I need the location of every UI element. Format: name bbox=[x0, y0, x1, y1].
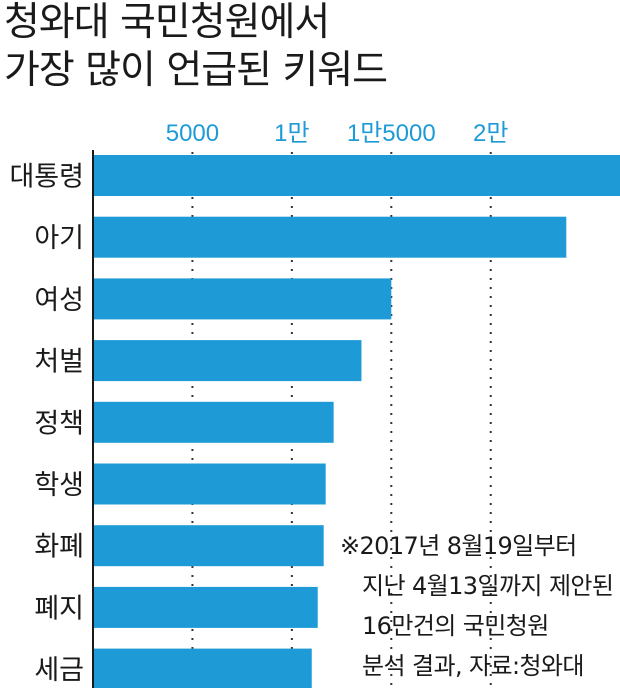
category-label: 정책 bbox=[34, 408, 84, 439]
source-note: ※2017년 8월19일부터 지난 4월13일까지 제안된 16만건의 국민청원… bbox=[340, 526, 614, 686]
source-note-line-2: 지난 4월13일까지 제안된 bbox=[362, 572, 614, 600]
category-label: 여성 bbox=[34, 285, 84, 316]
bar bbox=[93, 216, 567, 258]
source-note-line-1: ※2017년 8월19일부터 bbox=[340, 532, 577, 560]
category-label: 학생 bbox=[34, 470, 84, 501]
bar bbox=[93, 525, 324, 567]
category-label: 화폐 bbox=[34, 532, 84, 563]
bar bbox=[93, 586, 318, 628]
source-note-line-4: 분석 결과, 자료:청와대 bbox=[362, 652, 585, 680]
bar bbox=[93, 340, 362, 382]
bar bbox=[93, 463, 326, 505]
chart-title-line-2: 가장 많이 언급된 키워드 bbox=[4, 48, 388, 93]
x-tick-label: 2만 bbox=[473, 120, 508, 147]
chart-title-line-1: 청와대 국민청원에서 bbox=[4, 0, 330, 45]
x-tick-label: 1만5000 bbox=[347, 120, 436, 147]
category-label: 대통령 bbox=[9, 162, 84, 193]
x-tick-label: 5000 bbox=[166, 120, 219, 147]
source-note-line-3: 16만건의 국민청원 bbox=[362, 612, 549, 640]
category-label: 폐지 bbox=[34, 593, 84, 624]
x-tick-label: 1만 bbox=[274, 120, 309, 147]
bar bbox=[93, 278, 392, 320]
bar bbox=[93, 648, 312, 688]
bar bbox=[93, 155, 620, 196]
category-label: 세금 bbox=[34, 655, 84, 686]
category-label: 아기 bbox=[34, 223, 84, 254]
bar bbox=[93, 401, 334, 443]
category-label: 처벌 bbox=[34, 347, 84, 378]
